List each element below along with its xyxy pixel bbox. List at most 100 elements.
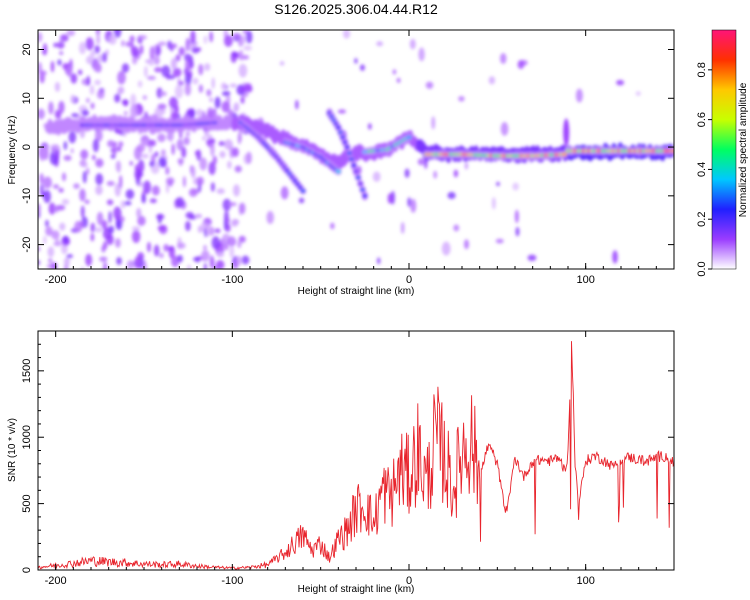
noise-blob [463, 239, 469, 250]
noise-blob [635, 91, 641, 96]
noise-blob [134, 256, 141, 269]
noise-blob [116, 219, 123, 231]
noise-blob [45, 219, 49, 228]
y-tick-label: 0 [21, 567, 33, 573]
noise-blob [148, 139, 157, 147]
noise-blob [237, 131, 242, 145]
noise-blob [409, 38, 416, 50]
noise-blob [298, 197, 305, 204]
noise-blob [92, 138, 100, 153]
noise-blob [196, 149, 202, 161]
noise-blob [165, 166, 170, 175]
noise-blob [125, 189, 135, 200]
noise-blob [70, 73, 78, 84]
noise-blob [514, 209, 519, 224]
snr-plot-area [38, 331, 674, 570]
noise-blob [232, 33, 241, 39]
noise-blob [116, 257, 122, 266]
spectrogram-y-axis-label: Frequency (Hz) [7, 116, 18, 185]
noise-blob [137, 80, 143, 88]
noise-blob [141, 140, 150, 146]
noise-blob [107, 140, 115, 148]
noise-blob [101, 52, 107, 63]
noise-blob [206, 89, 212, 97]
noise-blob [235, 255, 243, 266]
noise-blob [62, 63, 69, 70]
noise-blob [43, 189, 51, 204]
noise-blob [144, 65, 148, 78]
noise-blob [92, 154, 96, 161]
noise-blob [199, 157, 208, 171]
noise-blob [118, 141, 124, 148]
noise-blob [367, 123, 372, 130]
noise-blob [153, 244, 160, 257]
noise-blob [56, 204, 66, 211]
noise-blob [359, 64, 365, 71]
noise-blob [55, 237, 60, 245]
noise-blob [233, 102, 240, 111]
noise-blob [168, 245, 176, 259]
noise-blob [56, 41, 65, 49]
x-tick-label: -100 [221, 274, 243, 286]
noise-blob [59, 38, 63, 44]
noise-blob [129, 35, 135, 43]
noise-blob [188, 70, 193, 80]
noise-blob [96, 54, 104, 63]
noise-blob [214, 96, 221, 109]
noise-blob [81, 109, 90, 117]
spectral-blobs [38, 30, 674, 269]
noise-blob [159, 252, 164, 259]
feature-core [671, 149, 674, 153]
y-tick-label: 0 [21, 144, 33, 150]
noise-blob [176, 139, 184, 151]
noise-blob [515, 226, 520, 237]
ridge-halo [42, 145, 49, 161]
noise-blob [90, 233, 95, 242]
noise-blob [223, 243, 229, 251]
snr-line [38, 341, 674, 570]
noise-blob [156, 213, 165, 220]
noise-blob [68, 131, 77, 144]
feature-core [358, 181, 363, 186]
noise-blob [201, 250, 210, 262]
noise-blob [184, 82, 191, 96]
noise-blob [114, 182, 121, 197]
noise-blob [185, 131, 191, 137]
noise-blob [99, 256, 108, 262]
noise-blob [616, 79, 625, 86]
noise-blob [441, 241, 451, 256]
noise-blob [491, 197, 496, 210]
noise-blob [241, 34, 247, 44]
noise-blob [124, 200, 132, 206]
noise-blob [39, 183, 44, 196]
y-tick-label: 20 [21, 43, 33, 55]
noise-blob [80, 205, 85, 219]
noise-blob [214, 228, 221, 234]
noise-blob [148, 58, 155, 66]
noise-blob [210, 182, 215, 192]
noise-blob [116, 146, 122, 152]
noise-blob [93, 60, 98, 72]
noise-blob [114, 238, 121, 248]
noise-blob [245, 30, 253, 44]
noise-blob [115, 160, 121, 172]
noise-blob [194, 213, 203, 219]
noise-blob [151, 185, 160, 196]
noise-blob [161, 149, 166, 157]
noise-blob [90, 50, 96, 58]
noise-blob [188, 188, 198, 197]
noise-blob [211, 77, 215, 90]
noise-blob [79, 188, 86, 202]
noise-blob [83, 162, 88, 168]
noise-blob [47, 246, 55, 258]
spectrogram-marks [38, 30, 674, 269]
noise-blob [96, 211, 104, 226]
noise-blob [78, 41, 87, 55]
noise-blob [226, 217, 231, 224]
noise-blob [204, 63, 211, 71]
noise-blob [190, 165, 196, 179]
noise-blob [240, 96, 245, 104]
noise-blob [215, 260, 225, 269]
noise-blob [142, 95, 148, 100]
noise-blob [108, 225, 115, 234]
